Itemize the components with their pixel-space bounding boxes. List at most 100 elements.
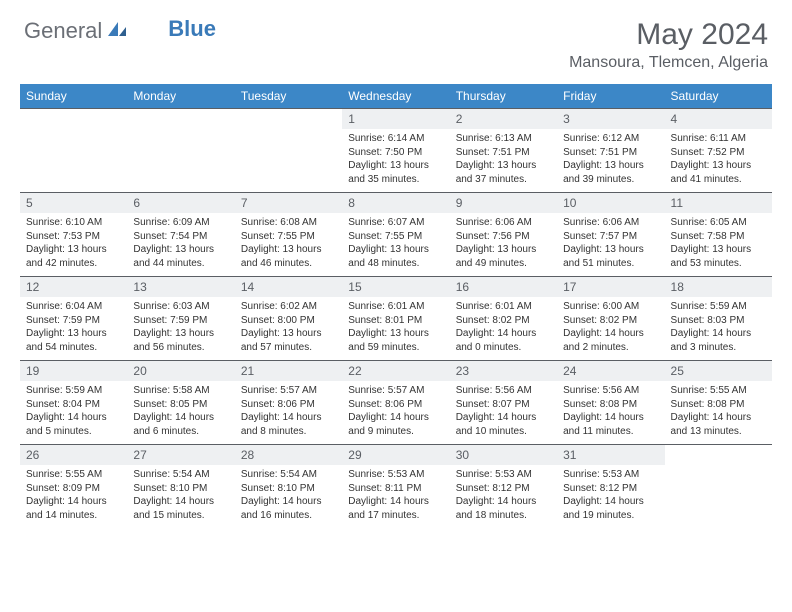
- calendar-cell: 8Sunrise: 6:07 AMSunset: 7:55 PMDaylight…: [342, 193, 449, 277]
- location: Mansoura, Tlemcen, Algeria: [569, 54, 768, 72]
- weekday-header: Sunday: [20, 84, 127, 109]
- calendar-table: SundayMondayTuesdayWednesdayThursdayFrid…: [20, 84, 772, 529]
- calendar-cell: [665, 445, 772, 529]
- day-content: Sunrise: 5:55 AMSunset: 8:09 PMDaylight:…: [20, 465, 127, 526]
- calendar-cell: 12Sunrise: 6:04 AMSunset: 7:59 PMDayligh…: [20, 277, 127, 361]
- day-number: 21: [235, 361, 342, 381]
- day-number: 14: [235, 277, 342, 297]
- day-content: Sunrise: 6:01 AMSunset: 8:02 PMDaylight:…: [450, 297, 557, 358]
- logo-word2: Blue: [168, 16, 216, 42]
- logo-sail-icon: [106, 20, 128, 43]
- weekday-header: Thursday: [450, 84, 557, 109]
- calendar-row: 12Sunrise: 6:04 AMSunset: 7:59 PMDayligh…: [20, 277, 772, 361]
- calendar-row: 1Sunrise: 6:14 AMSunset: 7:50 PMDaylight…: [20, 109, 772, 193]
- day-number: 30: [450, 445, 557, 465]
- day-number: 18: [665, 277, 772, 297]
- month-title: May 2024: [569, 18, 768, 52]
- day-number: 12: [20, 277, 127, 297]
- calendar-row: 26Sunrise: 5:55 AMSunset: 8:09 PMDayligh…: [20, 445, 772, 529]
- day-number: 26: [20, 445, 127, 465]
- calendar-body: 1Sunrise: 6:14 AMSunset: 7:50 PMDaylight…: [20, 109, 772, 529]
- day-number: 16: [450, 277, 557, 297]
- calendar-cell: 13Sunrise: 6:03 AMSunset: 7:59 PMDayligh…: [127, 277, 234, 361]
- day-content: Sunrise: 6:07 AMSunset: 7:55 PMDaylight:…: [342, 213, 449, 274]
- weekday-header-row: SundayMondayTuesdayWednesdayThursdayFrid…: [20, 84, 772, 109]
- day-content: Sunrise: 5:59 AMSunset: 8:03 PMDaylight:…: [665, 297, 772, 358]
- day-number: 15: [342, 277, 449, 297]
- day-content: Sunrise: 6:13 AMSunset: 7:51 PMDaylight:…: [450, 129, 557, 190]
- calendar-cell: 18Sunrise: 5:59 AMSunset: 8:03 PMDayligh…: [665, 277, 772, 361]
- calendar-cell: 27Sunrise: 5:54 AMSunset: 8:10 PMDayligh…: [127, 445, 234, 529]
- day-number: 13: [127, 277, 234, 297]
- day-content: Sunrise: 5:58 AMSunset: 8:05 PMDaylight:…: [127, 381, 234, 442]
- day-content: Sunrise: 5:54 AMSunset: 8:10 PMDaylight:…: [235, 465, 342, 526]
- day-number: 9: [450, 193, 557, 213]
- calendar-cell: 2Sunrise: 6:13 AMSunset: 7:51 PMDaylight…: [450, 109, 557, 193]
- day-number: 29: [342, 445, 449, 465]
- day-content: Sunrise: 6:08 AMSunset: 7:55 PMDaylight:…: [235, 213, 342, 274]
- day-number: 5: [20, 193, 127, 213]
- calendar-cell: 30Sunrise: 5:53 AMSunset: 8:12 PMDayligh…: [450, 445, 557, 529]
- day-content: Sunrise: 6:06 AMSunset: 7:57 PMDaylight:…: [557, 213, 664, 274]
- day-content: Sunrise: 6:05 AMSunset: 7:58 PMDaylight:…: [665, 213, 772, 274]
- weekday-header: Wednesday: [342, 84, 449, 109]
- day-content: Sunrise: 6:11 AMSunset: 7:52 PMDaylight:…: [665, 129, 772, 190]
- calendar-cell: 14Sunrise: 6:02 AMSunset: 8:00 PMDayligh…: [235, 277, 342, 361]
- day-content: Sunrise: 5:55 AMSunset: 8:08 PMDaylight:…: [665, 381, 772, 442]
- day-number: 27: [127, 445, 234, 465]
- day-number: 17: [557, 277, 664, 297]
- calendar-cell: 19Sunrise: 5:59 AMSunset: 8:04 PMDayligh…: [20, 361, 127, 445]
- day-number: 2: [450, 109, 557, 129]
- calendar-cell: 3Sunrise: 6:12 AMSunset: 7:51 PMDaylight…: [557, 109, 664, 193]
- calendar-cell: 29Sunrise: 5:53 AMSunset: 8:11 PMDayligh…: [342, 445, 449, 529]
- day-content: Sunrise: 5:53 AMSunset: 8:11 PMDaylight:…: [342, 465, 449, 526]
- day-content: Sunrise: 6:01 AMSunset: 8:01 PMDaylight:…: [342, 297, 449, 358]
- calendar-cell: 7Sunrise: 6:08 AMSunset: 7:55 PMDaylight…: [235, 193, 342, 277]
- calendar-cell: 24Sunrise: 5:56 AMSunset: 8:08 PMDayligh…: [557, 361, 664, 445]
- day-content: Sunrise: 6:06 AMSunset: 7:56 PMDaylight:…: [450, 213, 557, 274]
- calendar-cell: [20, 109, 127, 193]
- day-content: Sunrise: 5:57 AMSunset: 8:06 PMDaylight:…: [342, 381, 449, 442]
- day-number: 31: [557, 445, 664, 465]
- day-content: Sunrise: 6:14 AMSunset: 7:50 PMDaylight:…: [342, 129, 449, 190]
- calendar-cell: 22Sunrise: 5:57 AMSunset: 8:06 PMDayligh…: [342, 361, 449, 445]
- day-content: Sunrise: 5:56 AMSunset: 8:07 PMDaylight:…: [450, 381, 557, 442]
- day-content: Sunrise: 5:54 AMSunset: 8:10 PMDaylight:…: [127, 465, 234, 526]
- title-block: May 2024 Mansoura, Tlemcen, Algeria: [569, 18, 768, 72]
- calendar-cell: 20Sunrise: 5:58 AMSunset: 8:05 PMDayligh…: [127, 361, 234, 445]
- day-number: 10: [557, 193, 664, 213]
- calendar-cell: 28Sunrise: 5:54 AMSunset: 8:10 PMDayligh…: [235, 445, 342, 529]
- calendar-cell: 21Sunrise: 5:57 AMSunset: 8:06 PMDayligh…: [235, 361, 342, 445]
- day-content: Sunrise: 6:00 AMSunset: 8:02 PMDaylight:…: [557, 297, 664, 358]
- day-number: 3: [557, 109, 664, 129]
- day-content: Sunrise: 5:53 AMSunset: 8:12 PMDaylight:…: [450, 465, 557, 526]
- calendar-cell: 23Sunrise: 5:56 AMSunset: 8:07 PMDayligh…: [450, 361, 557, 445]
- calendar-cell: [127, 109, 234, 193]
- day-number: 19: [20, 361, 127, 381]
- calendar-cell: 4Sunrise: 6:11 AMSunset: 7:52 PMDaylight…: [665, 109, 772, 193]
- calendar-cell: 16Sunrise: 6:01 AMSunset: 8:02 PMDayligh…: [450, 277, 557, 361]
- day-content: Sunrise: 6:02 AMSunset: 8:00 PMDaylight:…: [235, 297, 342, 358]
- day-content: Sunrise: 5:53 AMSunset: 8:12 PMDaylight:…: [557, 465, 664, 526]
- weekday-header: Tuesday: [235, 84, 342, 109]
- calendar-cell: 31Sunrise: 5:53 AMSunset: 8:12 PMDayligh…: [557, 445, 664, 529]
- day-content: Sunrise: 5:56 AMSunset: 8:08 PMDaylight:…: [557, 381, 664, 442]
- day-number: 24: [557, 361, 664, 381]
- calendar-cell: [235, 109, 342, 193]
- calendar-cell: 11Sunrise: 6:05 AMSunset: 7:58 PMDayligh…: [665, 193, 772, 277]
- logo: General Blue: [24, 18, 216, 44]
- day-number: 22: [342, 361, 449, 381]
- day-number: 8: [342, 193, 449, 213]
- weekday-header: Friday: [557, 84, 664, 109]
- calendar-cell: 10Sunrise: 6:06 AMSunset: 7:57 PMDayligh…: [557, 193, 664, 277]
- day-number: 7: [235, 193, 342, 213]
- day-number: 23: [450, 361, 557, 381]
- day-number: 28: [235, 445, 342, 465]
- calendar-cell: 1Sunrise: 6:14 AMSunset: 7:50 PMDaylight…: [342, 109, 449, 193]
- calendar-cell: 6Sunrise: 6:09 AMSunset: 7:54 PMDaylight…: [127, 193, 234, 277]
- calendar-cell: 26Sunrise: 5:55 AMSunset: 8:09 PMDayligh…: [20, 445, 127, 529]
- calendar-row: 19Sunrise: 5:59 AMSunset: 8:04 PMDayligh…: [20, 361, 772, 445]
- day-number: 25: [665, 361, 772, 381]
- day-number: 1: [342, 109, 449, 129]
- header: General Blue May 2024 Mansoura, Tlemcen,…: [0, 0, 792, 78]
